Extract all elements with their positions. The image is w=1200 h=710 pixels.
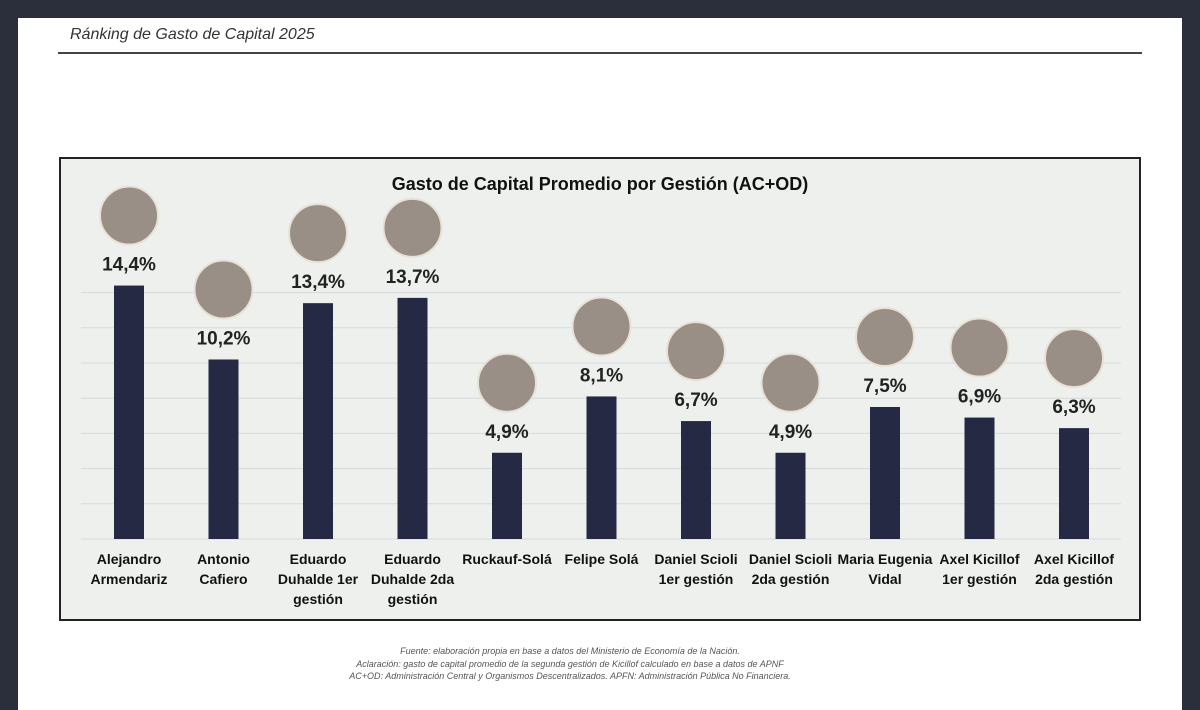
- bar: [964, 417, 995, 539]
- bar: [208, 359, 239, 539]
- footnote: AC+OD: Administración Central y Organism…: [349, 671, 791, 681]
- portrait: [193, 259, 254, 320]
- bar: [870, 407, 900, 539]
- value-label: 6,3%: [1052, 397, 1095, 418]
- value-label: 13,4%: [291, 272, 345, 293]
- portrait: [1044, 328, 1104, 389]
- footnotes: Fuente: elaboración propia en base a dat…: [18, 645, 1122, 683]
- portrait: [666, 321, 726, 382]
- x-tick-label: Ruckauf-Solá: [462, 551, 552, 567]
- portrait: [760, 352, 821, 413]
- value-label: 6,9%: [958, 387, 1001, 408]
- portrait: [855, 307, 915, 367]
- value-label: 6,7%: [674, 390, 717, 411]
- header-title: Ránking de Gasto de Capital 2025: [70, 26, 315, 43]
- x-tick-label: Felipe Solá: [564, 551, 639, 567]
- header-rule: [58, 52, 1142, 54]
- bar: [492, 452, 522, 539]
- bar: [1059, 428, 1089, 539]
- x-tick-label: Daniel Scioli 2da gestión: [748, 551, 833, 587]
- value-label: 14,4%: [102, 255, 156, 276]
- portrait: [99, 185, 159, 246]
- x-tick-label: Daniel Scioli 1er gestión: [654, 551, 738, 587]
- bar: [681, 421, 711, 539]
- chart-box: Gasto de Capital Promedio por Gestión (A…: [59, 157, 1141, 621]
- bar: [303, 303, 333, 539]
- bar: [775, 452, 806, 539]
- portrait: [288, 203, 348, 264]
- x-tick-label: Antonio Cafiero: [197, 551, 250, 587]
- value-label: 4,9%: [485, 422, 528, 443]
- x-tick-label: Alejandro Armendariz: [90, 551, 168, 587]
- x-tick-label: Axel Kicillof 1er gestión: [939, 551, 1020, 587]
- x-tick-label: Eduardo Duhalde 2da gestión: [370, 551, 455, 607]
- value-label: 4,9%: [769, 422, 812, 443]
- x-tick-label: Eduardo Duhalde 1er gestión: [277, 551, 359, 607]
- portrait: [477, 352, 537, 413]
- bar: [397, 297, 428, 539]
- portrait: [949, 317, 1010, 378]
- slide: Ránking de Gasto de Capital 2025 Gasto d…: [18, 18, 1182, 710]
- chart-title: Gasto de Capital Promedio por Gestión (A…: [392, 174, 809, 194]
- value-label: 7,5%: [863, 376, 906, 397]
- footnote: Aclaración: gasto de capital promedio de…: [356, 658, 784, 669]
- bar: [586, 396, 617, 539]
- bar: [114, 285, 144, 539]
- footnote: Fuente: elaboración propia en base a dat…: [400, 646, 740, 656]
- value-label: 10,2%: [197, 328, 251, 349]
- portrait: [382, 197, 443, 258]
- portrait: [571, 296, 632, 357]
- value-label: 13,7%: [386, 267, 440, 288]
- x-tick-label: Axel Kicillof 2da gestión: [1033, 551, 1115, 587]
- value-label: 8,1%: [580, 365, 623, 386]
- chart: Gasto de Capital Promedio por Gestión (A…: [81, 174, 1121, 540]
- x-tick-label: Maria Eugenia Vidal: [837, 551, 933, 587]
